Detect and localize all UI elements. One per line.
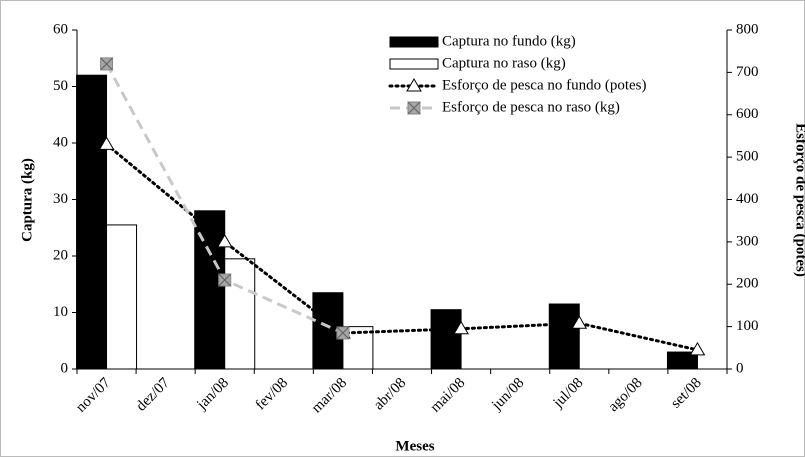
marker-cross (218, 273, 232, 287)
y2-tick-label: 700 (736, 64, 759, 80)
line-marker (218, 273, 232, 287)
y2-tick-label: 400 (736, 191, 759, 207)
y2-tick-label: 100 (736, 318, 759, 334)
bar (224, 258, 256, 370)
legend-swatch (389, 36, 439, 48)
marker-cross (407, 101, 421, 115)
legend-label: Esforço de pesca no raso (kg) (442, 99, 620, 115)
y2-axis-label: Esforço de pesca (potes) (793, 123, 805, 277)
y-axis-label: Captura (kg) (19, 158, 35, 242)
x-axis-label: Meses (395, 438, 434, 454)
legend-label: Esforço de pesca no fundo (potes) (442, 77, 647, 93)
line (105, 142, 699, 352)
legend: Captura no fundo (kg) Captura no raso (kg… (388, 33, 647, 115)
marker-cross (100, 57, 113, 71)
line-marker (406, 78, 422, 92)
legend-label: Captura no fundo (kg) (442, 33, 576, 49)
line-marker (453, 320, 469, 335)
y2-tick-label: 300 (736, 233, 759, 249)
legend-swatch (389, 58, 439, 70)
y2-tick-label: 800 (736, 21, 759, 37)
y-tick-label: 50 (53, 78, 68, 94)
y-tick-label: 20 (53, 247, 68, 263)
line-marker (98, 136, 115, 150)
bar (548, 303, 580, 370)
line-marker (571, 315, 588, 329)
line-marker (100, 57, 114, 71)
y-tick-label: 60 (53, 21, 68, 37)
y-tick-label: 10 (53, 304, 68, 320)
y2-tick-label: 0 (736, 360, 744, 376)
bar (106, 224, 138, 370)
bar (76, 74, 108, 370)
y2-tick-label: 200 (736, 276, 759, 292)
marker-cross (336, 326, 350, 340)
y2-tick-label: 600 (736, 106, 759, 122)
bar (430, 309, 462, 370)
legend-label: Captura no raso (kg) (442, 55, 566, 71)
line-marker (689, 341, 706, 356)
line-marker (216, 233, 233, 248)
line-marker (336, 326, 350, 340)
line-marker (407, 101, 421, 115)
y-tick-label: 30 (53, 191, 68, 207)
y-tick-label: 0 (61, 360, 69, 376)
bar (666, 351, 698, 370)
y-tick-label: 40 (53, 134, 68, 150)
y2-tick-label: 500 (736, 149, 759, 165)
